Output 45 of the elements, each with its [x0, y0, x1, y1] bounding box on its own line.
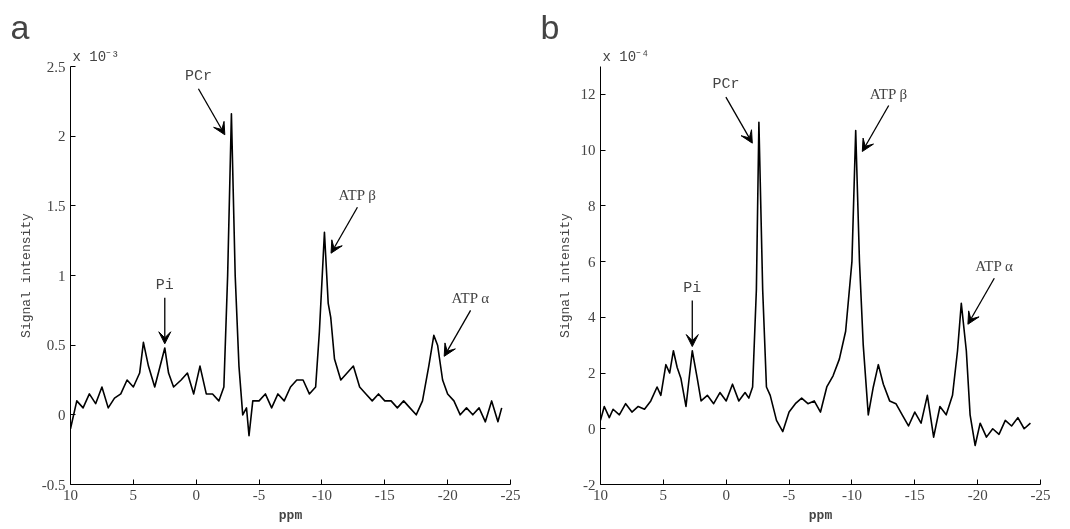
y-tick-label: 2 — [588, 365, 596, 382]
y-tick-label: 1.5 — [46, 197, 66, 214]
y-tick-label: 2.5 — [46, 58, 66, 75]
x-tick-label: 5 — [129, 486, 138, 503]
x-tick-label: -5 — [782, 486, 796, 503]
y-tick-label: -0.5 — [41, 476, 66, 493]
annotation: Pi — [683, 279, 702, 297]
annotation: ATP α — [975, 258, 1014, 275]
y-tick-label: 4 — [588, 309, 596, 326]
y-tick-label: 1 — [58, 267, 66, 284]
x-axis-title: ppm — [808, 507, 833, 523]
x-tick-label: -15 — [904, 486, 925, 503]
annotation: ATP β — [869, 85, 908, 102]
y-tick-label: 2 — [58, 128, 66, 145]
y-tick-label: 10 — [580, 142, 596, 159]
y-tick-label: 0.5 — [46, 337, 66, 354]
x-tick-label: -15 — [374, 486, 395, 503]
annotation: ATP α — [451, 290, 490, 307]
y-tick-label: 8 — [588, 197, 596, 214]
y-axis-title: Signal intensity — [557, 212, 573, 338]
text: x 10⁻⁴ — [602, 48, 650, 65]
y-tick-label: 0 — [58, 406, 66, 423]
annotation: PCr — [184, 67, 212, 85]
y-axis-title: Signal intensity — [18, 212, 34, 338]
x-tick-label: -10 — [311, 486, 332, 503]
x-tick-label: -20 — [967, 486, 988, 503]
y-tick-label: -2 — [583, 476, 596, 493]
x-tick-label: 0 — [722, 486, 730, 503]
chart-title: b — [540, 7, 560, 46]
text: x 10⁻³ — [72, 48, 120, 65]
x-tick-label: -25 — [1030, 486, 1051, 503]
y-tick-label: 0 — [588, 420, 596, 437]
annotation: ATP β — [338, 187, 376, 204]
x-tick-label: -20 — [437, 486, 458, 503]
y-tick-label: 6 — [588, 253, 596, 270]
annotation: Pi — [155, 276, 174, 294]
y-tick-label: 12 — [580, 86, 596, 103]
x-tick-label: -5 — [252, 486, 266, 503]
x-tick-label: 0 — [192, 486, 200, 503]
annotation: PCr — [712, 76, 740, 94]
x-tick-label: 5 — [659, 486, 668, 503]
x-axis-title: ppm — [278, 507, 303, 523]
x-tick-label: -25 — [500, 486, 521, 503]
x-tick-label: -10 — [841, 486, 862, 503]
chart-title: a — [10, 7, 30, 46]
